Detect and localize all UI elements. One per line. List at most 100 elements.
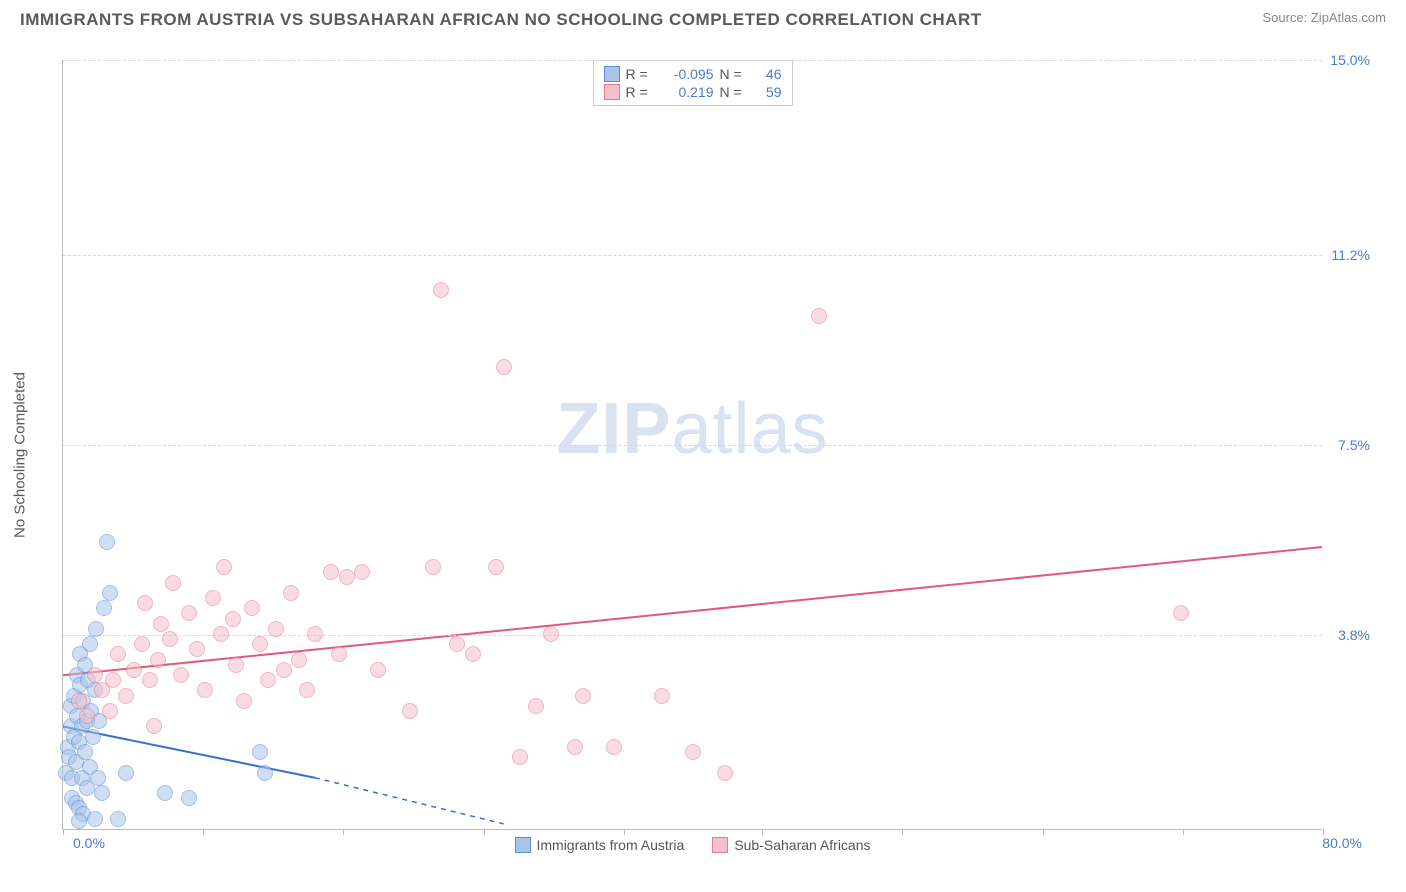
scatter-point xyxy=(137,595,153,611)
n-label: N = xyxy=(720,66,748,82)
scatter-point xyxy=(157,785,173,801)
scatter-point xyxy=(528,698,544,714)
scatter-point xyxy=(213,626,229,642)
scatter-point xyxy=(323,564,339,580)
plot-area: ZIPatlas R = -0.095 N = 46 R = 0.219 N =… xyxy=(62,60,1322,830)
x-tick xyxy=(1323,829,1324,835)
stats-row: R = -0.095 N = 46 xyxy=(604,65,782,83)
scatter-point xyxy=(283,585,299,601)
x-tick xyxy=(484,829,485,835)
scatter-point xyxy=(685,744,701,760)
scatter-point xyxy=(94,785,110,801)
watermark-atlas: atlas xyxy=(671,389,828,469)
scatter-point xyxy=(79,708,95,724)
scatter-point xyxy=(291,652,307,668)
scatter-point xyxy=(146,718,162,734)
scatter-point xyxy=(811,308,827,324)
swatch-icon xyxy=(712,837,728,853)
scatter-point xyxy=(126,662,142,678)
scatter-point xyxy=(257,765,273,781)
n-value: 59 xyxy=(754,84,782,100)
scatter-point xyxy=(150,652,166,668)
legend-series-label: Immigrants from Austria xyxy=(536,837,684,853)
scatter-point xyxy=(189,641,205,657)
scatter-point xyxy=(90,770,106,786)
scatter-point xyxy=(99,534,115,550)
swatch-icon xyxy=(604,84,620,100)
n-label: N = xyxy=(720,84,748,100)
scatter-point xyxy=(496,359,512,375)
x-tick xyxy=(203,829,204,835)
source-label: Source: xyxy=(1262,10,1310,25)
watermark-text: ZIPatlas xyxy=(556,388,828,470)
r-value: 0.219 xyxy=(660,84,714,100)
r-value: -0.095 xyxy=(660,66,714,82)
scatter-point xyxy=(354,564,370,580)
scatter-point xyxy=(110,646,126,662)
scatter-point xyxy=(71,693,87,709)
y-tick-label: 15.0% xyxy=(1330,52,1370,68)
scatter-point xyxy=(85,729,101,745)
scatter-point xyxy=(165,575,181,591)
scatter-point xyxy=(252,744,268,760)
scatter-point xyxy=(654,688,670,704)
scatter-point xyxy=(717,765,733,781)
scatter-point xyxy=(512,749,528,765)
scatter-point xyxy=(339,569,355,585)
scatter-point xyxy=(236,693,252,709)
y-tick-label: 3.8% xyxy=(1338,627,1370,643)
scatter-point xyxy=(153,616,169,632)
scatter-point xyxy=(606,739,622,755)
stats-row: R = 0.219 N = 59 xyxy=(604,83,782,101)
legend-item: Sub-Saharan Africans xyxy=(712,837,870,853)
scatter-point xyxy=(110,811,126,827)
swatch-icon xyxy=(514,837,530,853)
chart-title: IMMIGRANTS FROM AUSTRIA VS SUBSAHARAN AF… xyxy=(20,10,982,30)
scatter-point xyxy=(268,621,284,637)
x-tick xyxy=(343,829,344,835)
y-axis-label: No Schooling Completed xyxy=(12,372,29,538)
scatter-point xyxy=(77,744,93,760)
watermark-zip: ZIP xyxy=(556,389,671,469)
scatter-point xyxy=(370,662,386,678)
scatter-point xyxy=(225,611,241,627)
x-tick xyxy=(624,829,625,835)
scatter-point xyxy=(118,765,134,781)
scatter-point xyxy=(102,585,118,601)
scatter-point xyxy=(181,790,197,806)
scatter-point xyxy=(228,657,244,673)
scatter-point xyxy=(307,626,323,642)
x-tick xyxy=(1043,829,1044,835)
gridline-h xyxy=(63,60,1322,61)
scatter-point xyxy=(299,682,315,698)
scatter-point xyxy=(567,739,583,755)
scatter-point xyxy=(87,667,103,683)
scatter-point xyxy=(433,282,449,298)
x-tick xyxy=(902,829,903,835)
scatter-point xyxy=(96,600,112,616)
scatter-point xyxy=(87,811,103,827)
source-value: ZipAtlas.com xyxy=(1311,10,1386,25)
scatter-point xyxy=(205,590,221,606)
gridline-h xyxy=(63,445,1322,446)
legend-series-label: Sub-Saharan Africans xyxy=(734,837,870,853)
scatter-point xyxy=(105,672,121,688)
source-attribution: Source: ZipAtlas.com xyxy=(1262,10,1386,25)
scatter-point xyxy=(88,621,104,637)
scatter-point xyxy=(331,646,347,662)
y-tick-label: 11.2% xyxy=(1331,247,1370,263)
scatter-point xyxy=(244,600,260,616)
r-label: R = xyxy=(626,84,654,100)
legend-item: Immigrants from Austria xyxy=(514,837,684,853)
scatter-point xyxy=(252,636,268,652)
gridline-h xyxy=(63,635,1322,636)
scatter-point xyxy=(488,559,504,575)
scatter-point xyxy=(402,703,418,719)
scatter-point xyxy=(260,672,276,688)
scatter-point xyxy=(1173,605,1189,621)
scatter-point xyxy=(575,688,591,704)
chart-container: No Schooling Completed ZIPatlas R = -0.0… xyxy=(50,60,1370,850)
scatter-point xyxy=(216,559,232,575)
scatter-point xyxy=(82,636,98,652)
scatter-point xyxy=(142,672,158,688)
